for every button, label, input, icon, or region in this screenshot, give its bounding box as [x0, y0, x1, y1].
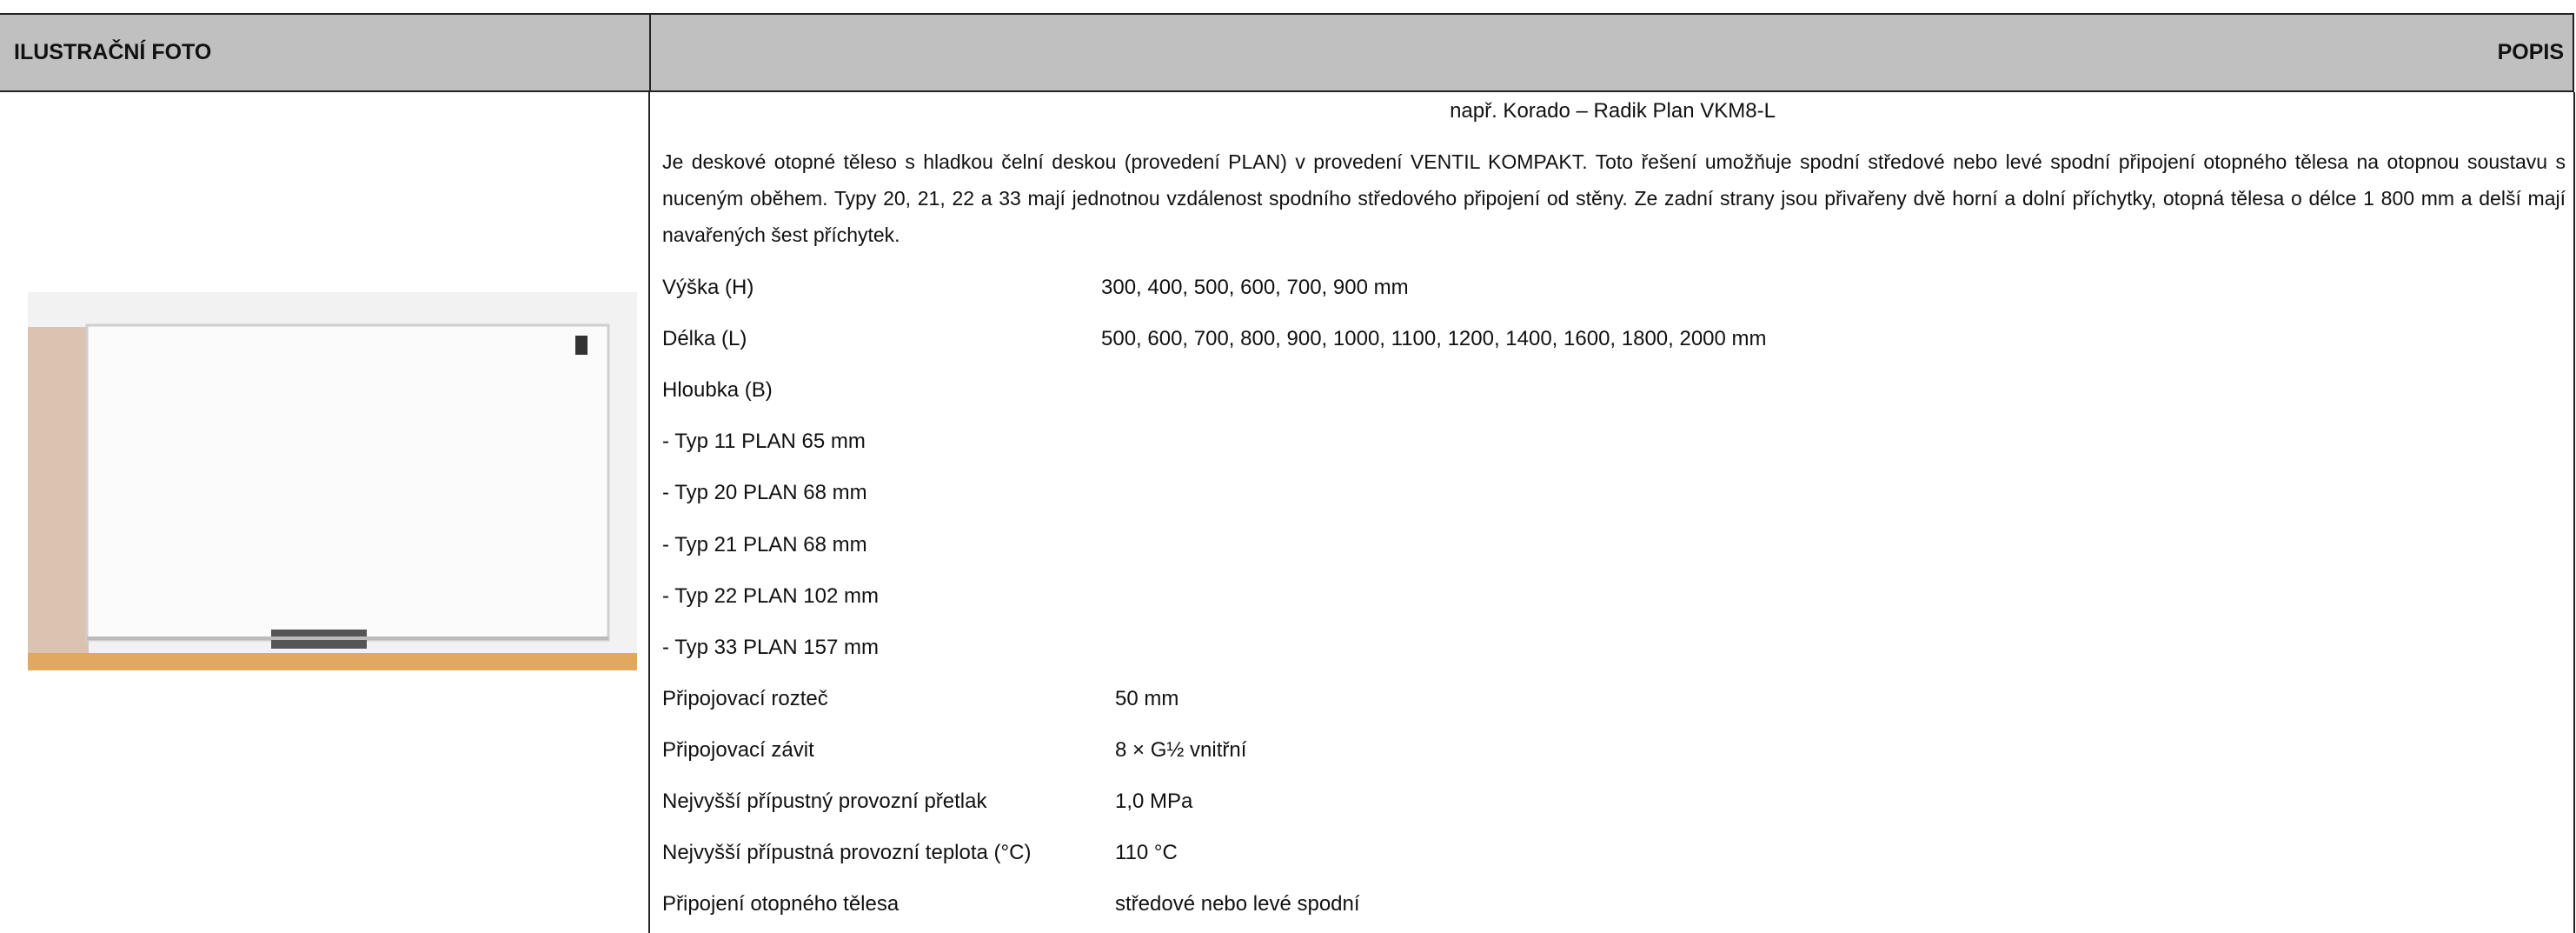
spec-value: 110 °C: [1115, 841, 1178, 865]
header-right: POPIS: [649, 13, 2574, 92]
spec-label: Délka (L): [662, 327, 747, 351]
description-text: Je deskové otopné těleso s hladkou čelní…: [662, 150, 2566, 246]
product-photo: [28, 292, 637, 670]
header-left: ILUSTRAČNÍ FOTO: [0, 13, 649, 92]
spec-value: 8 × G½ vnitřní: [1115, 737, 1247, 762]
spec-label: Připojovací rozteč: [662, 686, 828, 710]
spec-label: - Typ 33 PLAN 157 mm: [662, 635, 879, 659]
spec-label: - Typ 11 PLAN 65 mm: [662, 430, 866, 454]
spec-label: Výška (H): [662, 276, 754, 299]
spec-label: - Typ 21 PLAN 68 mm: [662, 532, 867, 556]
spec-value: 50 mm: [1115, 686, 1179, 710]
spec-label: Připojovací závit: [662, 737, 814, 762]
spec-label: Nejvyšší přípustná provozní teplota (°C): [662, 841, 1032, 865]
spec-value: středové nebo levé spodní: [1115, 892, 1360, 916]
spec-label: - Typ 20 PLAN 68 mm: [662, 481, 867, 505]
spec-label: - Typ 22 PLAN 102 mm: [662, 583, 879, 608]
spec-label: Hloubka (B): [662, 378, 773, 403]
spec-value: 1,0 MPa: [1115, 790, 1193, 813]
spec-value: 300, 400, 500, 600, 700, 900 mm: [1101, 276, 1409, 299]
spec-label: Připojení otopného tělesa: [662, 892, 900, 916]
column-border: [648, 92, 650, 933]
spec-label: Nejvyšší přípustný provozní přetlak: [662, 790, 987, 813]
subtitle: např. Korado – Radik Plan VKM8-L: [1450, 99, 1776, 123]
column-border: [2573, 92, 2575, 933]
spec-value: 500, 600, 700, 800, 900, 1000, 1100, 120…: [1101, 327, 1767, 351]
